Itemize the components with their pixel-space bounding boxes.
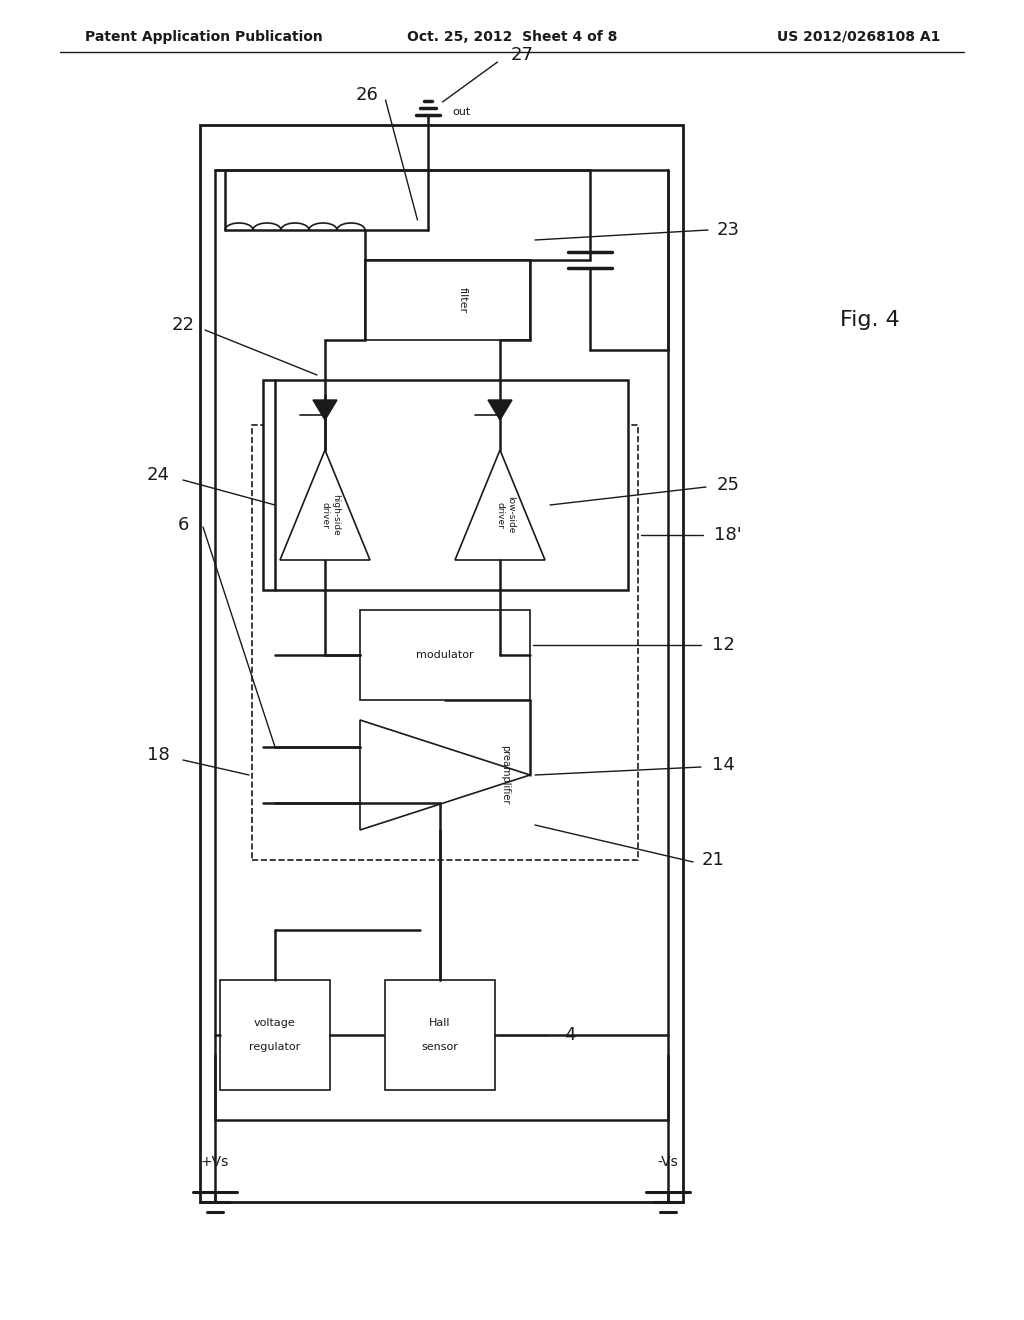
Text: -Vs: -Vs [657, 1155, 678, 1170]
Text: 21: 21 [701, 851, 724, 869]
Bar [360, 610, 530, 700]
Text: filter: filter [458, 286, 468, 313]
Text: sensor: sensor [422, 1041, 459, 1052]
Text: +Vs: +Vs [201, 1155, 229, 1170]
Text: Patent Application Publication: Patent Application Publication [85, 30, 323, 44]
Text: high-side
driver: high-side driver [321, 494, 340, 536]
Text: 14: 14 [712, 756, 734, 774]
Bar [200, 125, 683, 1203]
Bar [263, 380, 628, 590]
Text: US 2012/0268108 A1: US 2012/0268108 A1 [776, 30, 940, 44]
Text: 12: 12 [712, 636, 734, 653]
Text: 26: 26 [356, 86, 379, 104]
Bar [365, 260, 530, 341]
Text: regulator: regulator [250, 1041, 301, 1052]
Text: 18: 18 [146, 746, 169, 764]
Text: low-side
driver: low-side driver [496, 496, 515, 533]
Text: 25: 25 [717, 477, 739, 494]
Bar [220, 979, 330, 1090]
Text: Fig. 4: Fig. 4 [840, 310, 900, 330]
Text: modulator: modulator [416, 649, 474, 660]
Text: 18': 18' [714, 525, 741, 544]
Text: 4: 4 [564, 1026, 575, 1044]
Text: preamplifier: preamplifier [500, 746, 510, 805]
Bar [252, 425, 638, 861]
Bar [385, 979, 495, 1090]
Polygon shape [488, 400, 512, 420]
Text: 24: 24 [146, 466, 170, 484]
Text: Hall: Hall [429, 1018, 451, 1028]
Text: 22: 22 [171, 315, 195, 334]
Text: 23: 23 [717, 220, 739, 239]
Text: 27: 27 [511, 46, 534, 63]
Polygon shape [313, 400, 337, 420]
Text: Oct. 25, 2012  Sheet 4 of 8: Oct. 25, 2012 Sheet 4 of 8 [407, 30, 617, 44]
Text: voltage: voltage [254, 1018, 296, 1028]
Text: 6: 6 [177, 516, 188, 535]
Text: out: out [453, 107, 471, 117]
